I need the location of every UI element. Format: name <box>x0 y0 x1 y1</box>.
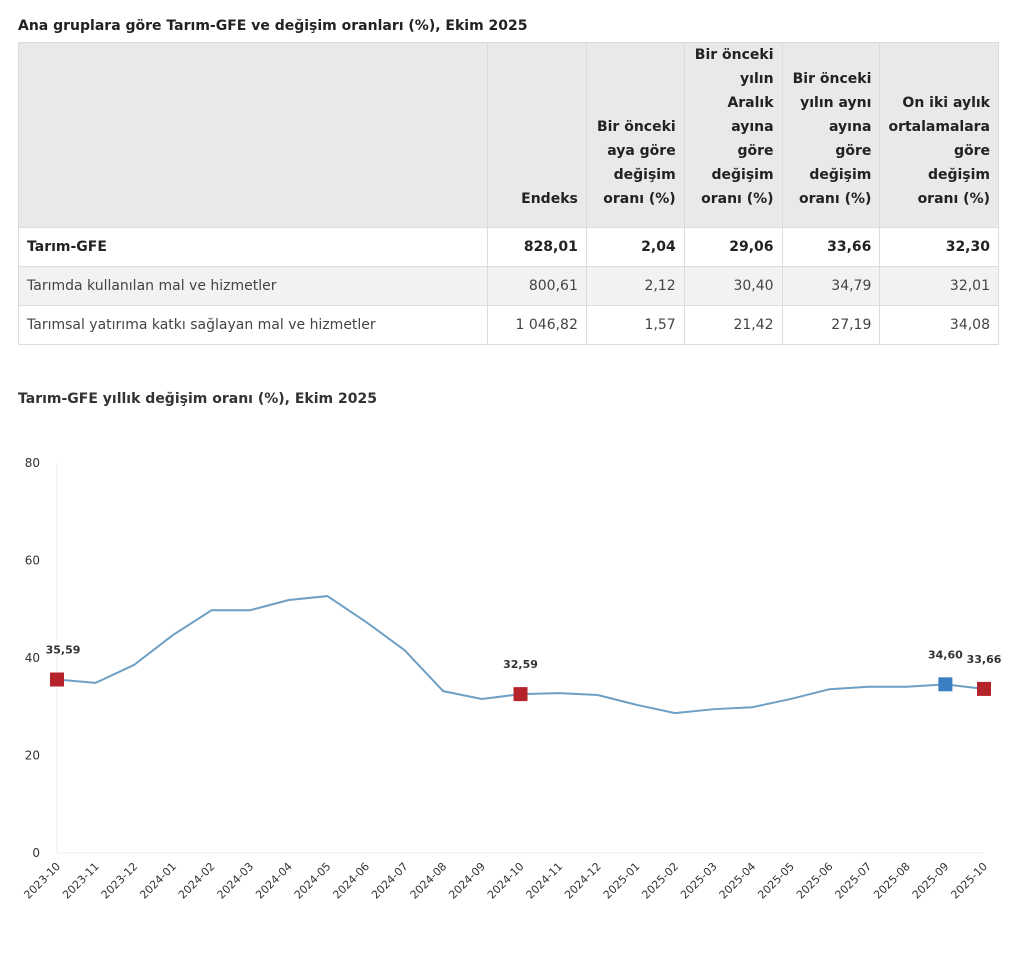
x-tick-label: 2025-10 <box>948 860 990 902</box>
table-cell: 27,19 <box>781 305 881 345</box>
table-row: Tarım-GFE 828,01 2,04 29,06 33,66 32,30 <box>17 227 999 267</box>
x-tick-label: 2023-11 <box>60 860 102 902</box>
table-cell: 32,01 <box>879 266 999 306</box>
header-cell: Bir önceki yılın aynı ayına göre değişim… <box>781 42 881 228</box>
x-tick-label: 2024-05 <box>292 860 334 902</box>
x-tick-label: 2025-05 <box>755 860 797 902</box>
x-tick-label: 2025-03 <box>678 860 720 902</box>
y-tick-label: 0 <box>32 846 40 860</box>
table-cell: 34,79 <box>781 266 881 306</box>
header-cell: Bir önceki aya göre değişim oranı (%) <box>585 42 685 228</box>
x-tick-label: 2024-09 <box>446 860 488 902</box>
header-row: Endeks Bir önceki aya göre değişim oranı … <box>17 42 999 228</box>
x-tick-label: 2024-03 <box>215 860 257 902</box>
y-tick-label: 60 <box>25 554 40 568</box>
header-cell: Endeks <box>487 42 587 228</box>
point-marker <box>938 677 953 692</box>
x-tick-label: 2025-06 <box>794 860 836 902</box>
x-tick-label: 2024-07 <box>369 860 411 902</box>
table-cell: 1 046,82 <box>487 305 587 345</box>
table-cell: 30,40 <box>683 266 783 306</box>
chart-title: Tarım-GFE yıllık değişim oranı (%), Ekim… <box>18 391 377 407</box>
x-tick-label: 2023-12 <box>99 860 141 902</box>
table-cell: 2,12 <box>585 266 685 306</box>
table-cell: 2,04 <box>585 227 685 267</box>
data-table: Endeks Bir önceki aya göre değişim oranı … <box>17 42 999 345</box>
table-cell: Tarımda kullanılan mal ve hizmetler <box>17 266 489 306</box>
header-cell: Bir önceki yılın Aralık ayına göre değiş… <box>683 42 783 228</box>
x-tick-label: 2025-01 <box>601 860 643 902</box>
x-tick-label: 2024-04 <box>253 860 295 902</box>
table-cell: 32,30 <box>879 227 999 267</box>
y-tick-label: 40 <box>25 651 40 665</box>
table-cell: 828,01 <box>487 227 587 267</box>
x-tick-label: 2024-10 <box>485 860 527 902</box>
table-cell: 34,08 <box>879 305 999 345</box>
y-tick-label: 20 <box>25 749 40 763</box>
data-label: 33,66 <box>967 653 1002 666</box>
table-cell: 29,06 <box>683 227 783 267</box>
x-tick-label: 2025-08 <box>871 860 913 902</box>
x-tick-label: 2024-01 <box>137 860 179 902</box>
chart: Tarım-GFE yıllık değişim oranı (%), Ekim… <box>18 391 1002 902</box>
table-cell: 1,57 <box>585 305 685 345</box>
x-tick-label: 2024-12 <box>562 860 604 902</box>
x-tick-label: 2024-02 <box>176 860 218 902</box>
x-tick-label: 2024-06 <box>330 860 372 902</box>
x-tick-label: 2025-02 <box>639 860 681 902</box>
x-tick-label: 2025-07 <box>833 860 875 902</box>
point-marker <box>977 681 991 696</box>
table-cell: Tarımsal yatırıma katkı sağlayan mal ve … <box>17 305 489 345</box>
y-tick-label: 80 <box>25 456 40 470</box>
table-row: Tarımsal yatırıma katkı sağlayan mal ve … <box>17 305 999 345</box>
header-cell: On iki aylık ortalamalara göre değişim o… <box>879 42 999 228</box>
x-tick-label: 2024-11 <box>524 860 566 902</box>
point-marker <box>50 672 64 687</box>
table-body: Tarım-GFE 828,01 2,04 29,06 33,66 32,30 Tarımd… <box>17 227 999 345</box>
data-label: 32,59 <box>503 658 538 671</box>
header-cell <box>17 42 489 228</box>
data-label: 35,59 <box>46 643 81 656</box>
x-tick-label: 2025-04 <box>717 860 759 902</box>
data-label: 34,60 <box>928 648 963 661</box>
table-cell: 33,66 <box>781 227 881 267</box>
table-title: Ana gruplara göre Tarım-GFE ve değişim o… <box>18 18 528 34</box>
x-tick-label: 2024-08 <box>408 860 450 902</box>
point-marker <box>513 687 528 702</box>
table-cell: Tarım-GFE <box>17 227 489 267</box>
x-tick-label: 2023-10 <box>21 860 63 902</box>
x-tick-label: 2025-09 <box>910 860 952 902</box>
table-row: Tarımda kullanılan mal ve hizmetler 800,6… <box>17 266 999 306</box>
table-cell: 800,61 <box>487 266 587 306</box>
table-cell: 21,42 <box>683 305 783 345</box>
